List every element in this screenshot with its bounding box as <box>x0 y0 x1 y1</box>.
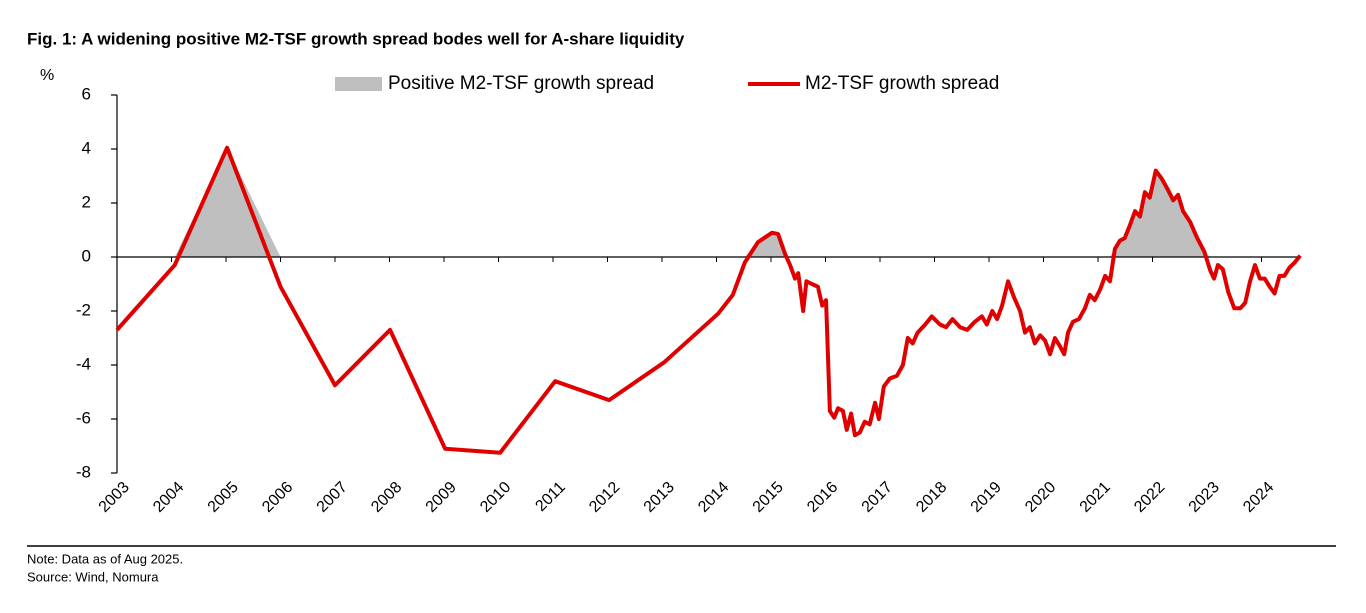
x-tick-label: 2019 <box>968 479 1005 516</box>
y-tick-label: 6 <box>82 84 91 103</box>
x-tick-label: 2011 <box>532 479 568 515</box>
y-tick-label: -4 <box>76 354 91 373</box>
legend-swatch <box>335 77 382 91</box>
x-tick-label: 2020 <box>1022 479 1059 516</box>
x-tick-label: 2022 <box>1131 479 1168 516</box>
y-tick-label: 4 <box>82 138 91 157</box>
x-tick-label: 2013 <box>641 479 678 516</box>
spread-line <box>115 145 1302 455</box>
source: Source: Wind, Nomura <box>27 569 159 584</box>
x-tick-label: 2021 <box>1077 479 1114 516</box>
legend-label: M2-TSF growth spread <box>805 73 999 94</box>
x-tick-label: 2007 <box>314 479 351 516</box>
legend-label: Positive M2-TSF growth spread <box>388 73 654 94</box>
x-tick-label: 2015 <box>750 479 787 516</box>
y-tick-label: -6 <box>76 408 91 427</box>
x-tick-label: 2005 <box>205 479 242 516</box>
y-tick-label: 0 <box>82 246 91 265</box>
x-tick-label: 2006 <box>259 479 296 516</box>
y-tick-label: 2 <box>82 192 91 211</box>
x-tick-label: 2008 <box>368 479 405 516</box>
x-tick-label: 2003 <box>96 479 133 516</box>
x-tick-label: 2018 <box>913 479 950 516</box>
x-tick-label: 2017 <box>859 479 896 516</box>
x-tick-label: 2023 <box>1186 479 1223 516</box>
x-tick-label: 2014 <box>695 479 732 516</box>
y-tick-label: -2 <box>76 300 91 319</box>
chart-title: Fig. 1: A widening positive M2-TSF growt… <box>27 29 685 48</box>
x-tick-label: 2004 <box>150 479 187 516</box>
x-tick-label: 2009 <box>423 479 460 516</box>
x-tick-label: 2024 <box>1240 479 1277 516</box>
x-tick-label: 2016 <box>804 479 841 516</box>
note: Note: Data as of Aug 2025. <box>27 551 183 566</box>
y-tick-label: -8 <box>76 462 91 481</box>
x-tick-label: 2010 <box>477 479 514 516</box>
x-tick-label: 2012 <box>586 479 623 516</box>
positive-area <box>117 147 1301 257</box>
y-axis-unit: % <box>40 67 54 84</box>
